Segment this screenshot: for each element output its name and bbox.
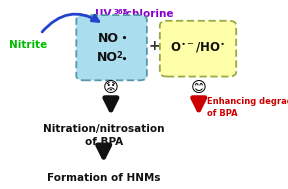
FancyArrowPatch shape [42, 14, 99, 32]
Text: Nitrite: Nitrite [9, 40, 47, 50]
Text: 😊: 😊 [191, 80, 207, 95]
Text: Formation of HNMs: Formation of HNMs [47, 173, 160, 183]
Text: Enhancing degradation
of BPA: Enhancing degradation of BPA [207, 97, 288, 118]
Text: UV: UV [95, 9, 111, 19]
Text: NO: NO [98, 32, 118, 45]
Text: /chlorine: /chlorine [122, 9, 174, 19]
Text: O$^{\bullet-}$/HO$^{\bullet}$: O$^{\bullet-}$/HO$^{\bullet}$ [170, 41, 226, 55]
Text: $\bullet$: $\bullet$ [120, 53, 128, 63]
FancyBboxPatch shape [160, 21, 236, 77]
Text: $\bullet$: $\bullet$ [120, 32, 127, 42]
Text: 😟: 😟 [103, 80, 119, 95]
FancyBboxPatch shape [76, 15, 147, 80]
Text: Nitration/nitrosation
of BPA: Nitration/nitrosation of BPA [43, 124, 164, 147]
Text: +: + [148, 39, 160, 53]
Text: 365: 365 [114, 9, 128, 15]
Text: NO: NO [97, 51, 118, 64]
Text: 2: 2 [116, 51, 122, 60]
